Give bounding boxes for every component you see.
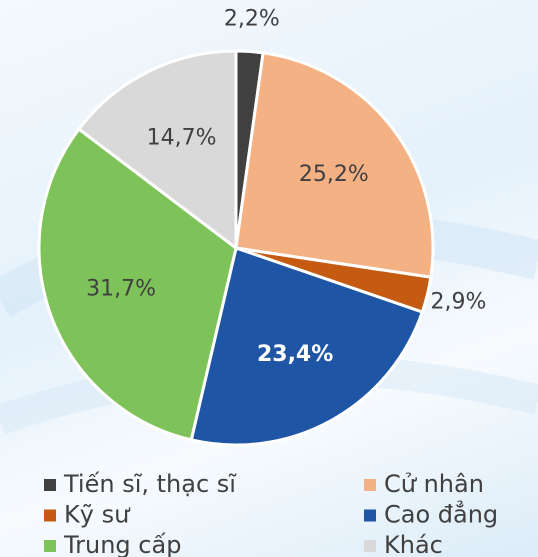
- pie-slice: [37, 126, 238, 442]
- legend-label: Tiến sĩ, thạc sĩ: [63, 470, 237, 498]
- legend-swatch: [44, 479, 56, 491]
- data-label: 31,7%: [86, 277, 156, 302]
- data-label: 2,2%: [224, 7, 280, 32]
- legend-label: Trung cấp: [63, 531, 181, 557]
- data-label: 2,9%: [430, 289, 486, 314]
- legend-swatch: [364, 540, 376, 552]
- legend-label: Cử nhân: [384, 470, 484, 498]
- pie-slice: [189, 246, 425, 447]
- legend-label: Cao đẳng: [384, 500, 498, 529]
- data-label: 25,2%: [299, 162, 369, 187]
- legend-swatch: [364, 479, 376, 491]
- legend-swatch: [44, 509, 56, 522]
- data-label: 14,7%: [147, 126, 217, 151]
- legend-swatch: [44, 540, 56, 552]
- legend-label: Khác: [384, 531, 443, 557]
- legend-swatch: [364, 509, 376, 522]
- pie-slice: [76, 49, 238, 252]
- data-label: 23,4%: [257, 342, 333, 367]
- pie-slice: [234, 51, 435, 279]
- legend-label: Kỹ sư: [64, 501, 131, 529]
